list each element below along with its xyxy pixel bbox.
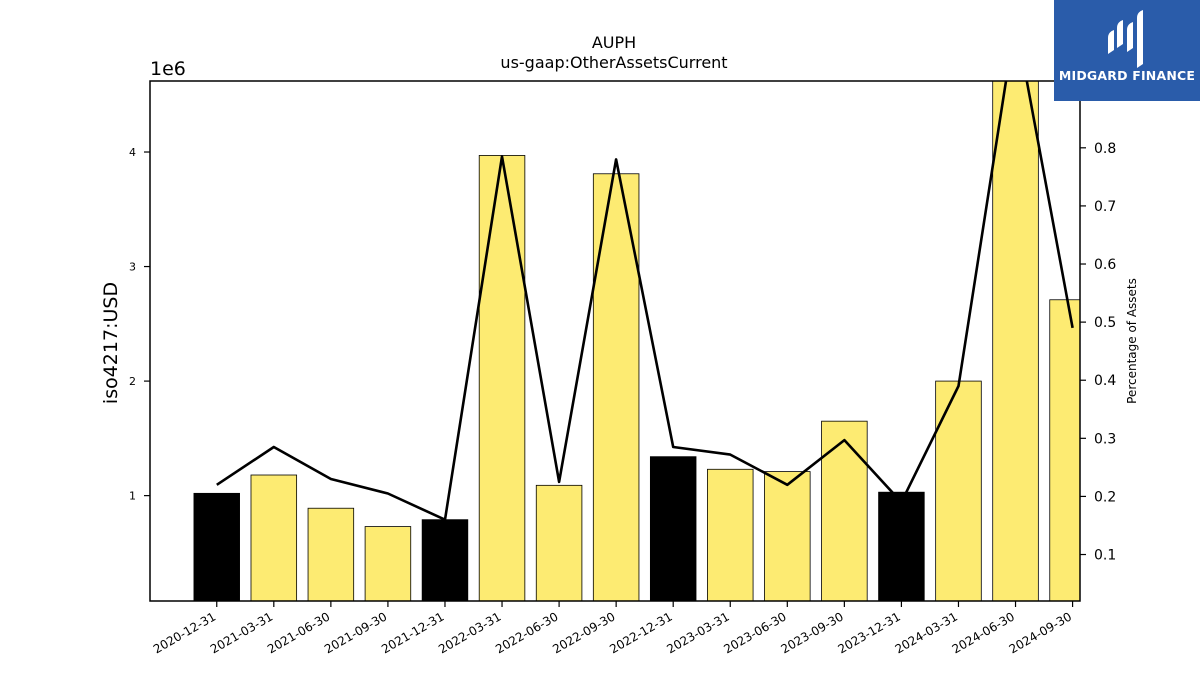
- x-tick-label: 2023-06-30: [721, 609, 788, 656]
- x-tick-label: 2024-03-31: [893, 609, 960, 656]
- y2-tick-label: 0.8: [1094, 141, 1116, 157]
- y2-tick-label: 0.3: [1094, 431, 1116, 447]
- y2-axis-label: Percentage of Assets: [1125, 278, 1139, 404]
- bar: [364, 526, 412, 601]
- x-tick-label: 2021-12-31: [379, 609, 446, 656]
- y-tick-label: 2: [129, 375, 136, 388]
- y2-tick-label: 0.1: [1094, 548, 1116, 564]
- bar: [307, 507, 355, 601]
- chart-subtitle: us-gaap:OtherAssetsCurrent: [500, 53, 727, 72]
- bar: [992, 81, 1039, 601]
- x-tick-label: 2024-09-30: [1007, 609, 1074, 656]
- y2-tick-label: 0.5: [1094, 315, 1116, 331]
- plot-frame: [149, 80, 1081, 602]
- midgard-finance-logo: MIDGARD FINANCE: [1054, 0, 1200, 101]
- y-tick-label: 3: [129, 261, 136, 274]
- x-tick-label: 2024-06-30: [950, 609, 1017, 656]
- x-tick-label: 2020-12-31: [151, 609, 218, 656]
- x-tick-label: 2022-06-30: [493, 609, 560, 656]
- bar: [478, 155, 526, 601]
- x-tick-label: 2022-09-30: [550, 609, 617, 656]
- x-tick-label: 2021-06-30: [265, 609, 332, 656]
- y-tick-label: 1: [129, 490, 136, 503]
- x-tick-label: 2022-03-31: [436, 609, 503, 656]
- x-tick-label: 2021-03-31: [208, 609, 275, 656]
- x-tick-label: 2022-12-31: [607, 609, 674, 656]
- bars-group: [193, 81, 1080, 601]
- x-tick-label: 2021-09-30: [322, 609, 389, 656]
- bar: [707, 468, 754, 601]
- y2-tick-label: 0.2: [1094, 489, 1116, 505]
- y2-tick-label: 0.7: [1094, 199, 1116, 215]
- y-offset-label: 1e6: [150, 58, 186, 80]
- line-group: [216, 81, 1074, 522]
- chart-title: AUPH: [592, 33, 636, 52]
- logo-mark-icon: [1108, 10, 1143, 68]
- bar: [535, 484, 583, 601]
- bar: [878, 491, 925, 601]
- x-tick-label: 2023-09-30: [778, 609, 845, 656]
- bar: [421, 519, 469, 601]
- y2-tick-label: 0.4: [1094, 373, 1116, 389]
- bar: [764, 471, 811, 601]
- bar: [821, 420, 868, 601]
- bar: [250, 474, 298, 601]
- bar: [649, 456, 697, 601]
- logo-text: MIDGARD FINANCE: [1058, 68, 1196, 83]
- y-axis-label: iso4217:USD: [100, 282, 122, 404]
- bar: [935, 380, 982, 601]
- y2-tick-label: 0.6: [1094, 257, 1116, 273]
- y-tick-label: 4: [129, 146, 136, 159]
- bar: [1049, 299, 1080, 601]
- bar: [193, 492, 240, 601]
- x-tick-label: 2023-12-31: [836, 609, 903, 656]
- x-tick-label: 2023-03-31: [664, 609, 731, 656]
- percentage-line: [216, 81, 1074, 522]
